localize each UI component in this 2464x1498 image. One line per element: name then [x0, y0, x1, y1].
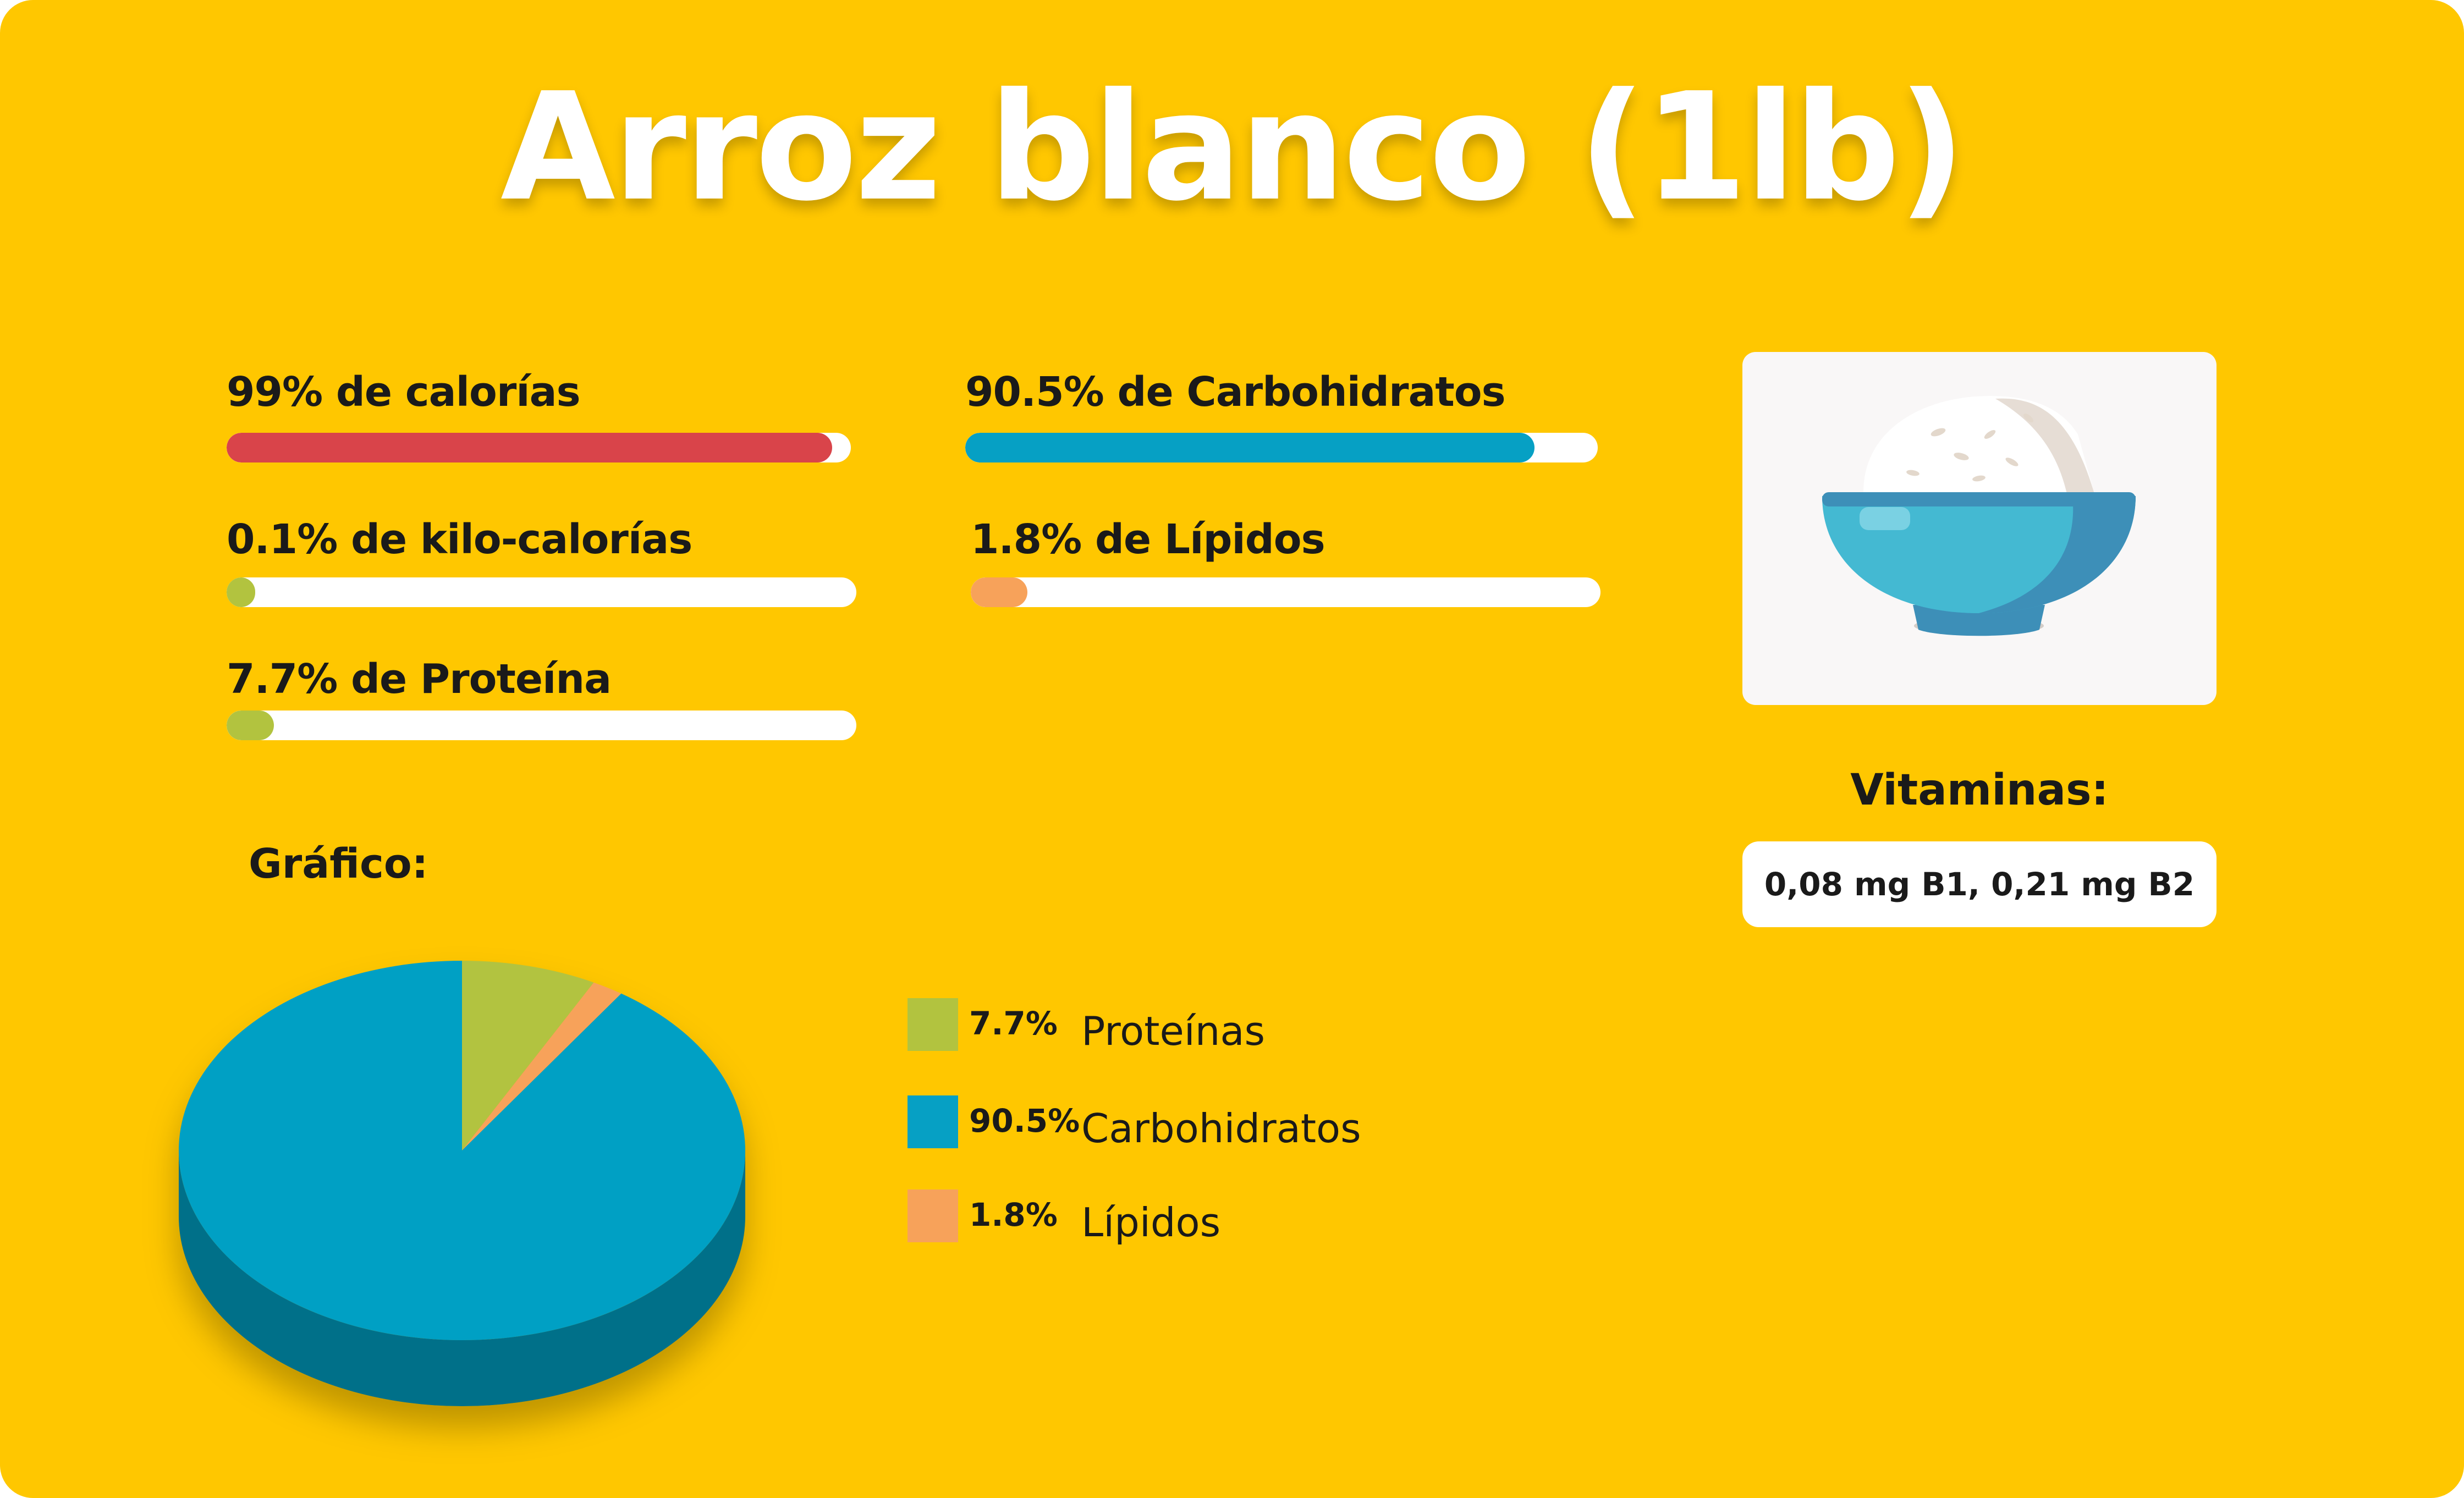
- metric-label: 99% de calorías: [227, 368, 581, 416]
- progress-fill: [227, 711, 274, 740]
- progress-track: [227, 433, 851, 462]
- progress-track: [227, 577, 856, 607]
- legend-swatch: [908, 998, 958, 1051]
- pie-slice-carbohidratos: [179, 961, 746, 1340]
- metric-calories: 99% de calorías: [227, 368, 851, 467]
- progress-fill: [965, 433, 1535, 462]
- progress-fill: [227, 577, 255, 607]
- rice-bowl-icon: [1822, 396, 2136, 636]
- pie-side-carbohidratos: [179, 1150, 745, 1406]
- metric-protein: 7.7% de Proteína: [227, 656, 856, 754]
- metric-carbohydrates: 90.5% de Carbohidratos: [965, 368, 1598, 467]
- progress-fill: [971, 577, 1028, 607]
- legend-swatch: [908, 1095, 958, 1148]
- metric-label: 90.5% de Carbohidratos: [965, 368, 1506, 416]
- legend-swatch: [908, 1189, 958, 1242]
- vitamins-value: 0,08 mg B1, 0,21 mg B2: [1742, 841, 2216, 927]
- legend-label: Lípidos: [1081, 1199, 1221, 1246]
- metric-label: 7.7% de Proteína: [227, 656, 612, 703]
- progress-track: [971, 577, 1601, 607]
- metric-label: 0.1% de kilo-calorías: [227, 516, 692, 563]
- metric-lipids: 1.8% de Lípidos: [971, 516, 1601, 615]
- vitamins-title: Vitaminas:: [1850, 765, 2109, 815]
- progress-track: [965, 433, 1598, 462]
- progress-fill: [227, 433, 832, 462]
- metric-label: 1.8% de Lípidos: [971, 516, 1326, 563]
- page-title: Arroz blanco (1lb): [500, 60, 1966, 234]
- food-image-panel: [1742, 352, 2216, 705]
- pie-slice-lípidos: [462, 982, 622, 1150]
- legend-value: 1.8%: [969, 1196, 1058, 1233]
- progress-track: [227, 711, 856, 740]
- metric-kilocalories: 0.1% de kilo-calorías: [227, 516, 856, 615]
- chart-title: Gráfico:: [249, 840, 428, 888]
- pie-slice-proteínas: [462, 961, 594, 1150]
- legend-value: 7.7%: [969, 1005, 1058, 1042]
- legend-value: 90.5%: [969, 1102, 1080, 1139]
- legend-label: Carbohidratos: [1081, 1105, 1361, 1152]
- legend-label: Proteínas: [1081, 1008, 1266, 1054]
